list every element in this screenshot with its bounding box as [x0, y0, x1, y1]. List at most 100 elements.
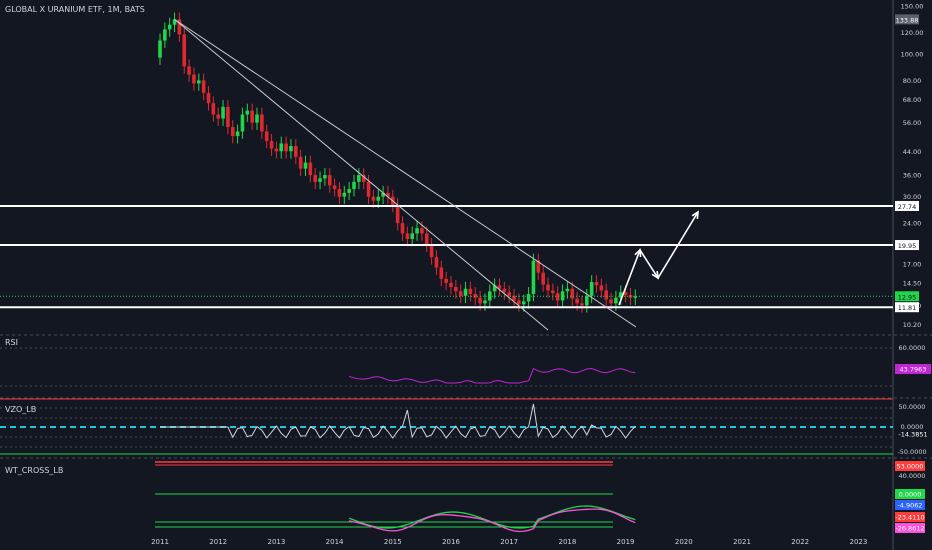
wt-value-box	[895, 461, 925, 471]
y-tick-label: 150.00	[901, 2, 924, 10]
y-tick-label: 24.00	[903, 220, 922, 228]
x-tick-label: 2012	[209, 538, 227, 546]
candle-body	[609, 299, 613, 304]
candle-body	[575, 298, 579, 304]
candle-body	[211, 103, 216, 115]
candle-body	[357, 175, 361, 182]
candle-body	[415, 228, 419, 234]
y-tick-label: 17.00	[903, 261, 922, 269]
price-label: 19.95	[898, 242, 917, 250]
rsi-tick: 60.0000	[899, 344, 926, 352]
x-tick-label: 2014	[326, 538, 344, 546]
candle-body	[458, 291, 463, 296]
candle-body	[230, 127, 235, 137]
candle-body	[216, 114, 220, 119]
candles-layer	[158, 12, 638, 313]
candle-body	[158, 40, 162, 58]
candle-body	[454, 287, 458, 292]
candle-body	[352, 181, 356, 190]
price-label: 12.95	[898, 293, 917, 301]
y-tick-label: 30.00	[903, 193, 922, 201]
x-tick-label: 2023	[849, 538, 867, 546]
y-tick-label: 44.00	[903, 148, 922, 156]
candle-body	[361, 175, 366, 182]
candle-body	[434, 257, 439, 268]
candle-body	[235, 131, 240, 137]
candle-body	[187, 66, 191, 75]
candle-body	[429, 244, 434, 258]
rsi-value-box	[895, 364, 931, 374]
wt-value-box	[895, 512, 925, 522]
candle-body	[318, 178, 322, 182]
candle-body	[347, 189, 351, 193]
candle-body	[594, 282, 599, 286]
vzo-value: -14.3851	[898, 431, 927, 439]
wt-value: 0.0000	[899, 491, 922, 499]
wt-value: -26.8612	[895, 525, 924, 533]
candle-body	[284, 143, 288, 152]
projection-arrowhead	[691, 210, 699, 220]
vzo-label: VZO_LB	[5, 405, 37, 414]
candle-body	[303, 162, 308, 169]
candle-body	[371, 196, 376, 201]
x-tick-label: 2016	[442, 538, 460, 546]
x-tick-label: 2017	[500, 538, 518, 546]
y-tick-label: 36.00	[903, 172, 922, 180]
rsi-line	[349, 367, 636, 384]
vzo-tick: 0.0000	[901, 423, 924, 431]
price-label-box	[895, 14, 919, 25]
candle-body	[289, 146, 293, 152]
y-tick-label: 120.00	[901, 29, 924, 37]
candle-body	[570, 288, 575, 299]
candle-body	[502, 288, 507, 293]
price-label: 11.81	[898, 304, 917, 312]
vzo-tick: 50.0000	[899, 403, 926, 411]
rsi-label: RSI	[5, 338, 18, 347]
candle-body	[274, 148, 279, 152]
wt-value: -4.9062	[897, 502, 922, 510]
candle-body	[182, 34, 187, 67]
candle-body	[565, 288, 570, 292]
indicators-layer	[160, 367, 636, 533]
wt2-line	[349, 508, 636, 533]
candle-body	[381, 192, 385, 197]
candle-body	[521, 301, 526, 305]
x-tick-label: 2020	[675, 538, 693, 546]
x-tick-label: 2013	[267, 538, 285, 546]
candle-body	[255, 114, 259, 123]
candle-body	[507, 292, 511, 296]
x-tick-label: 2015	[384, 538, 402, 546]
price-label-box	[895, 200, 919, 211]
y-tick-label: 56.00	[903, 119, 922, 127]
wt-tick: 40.0000	[899, 472, 926, 480]
projection-arrowhead	[634, 248, 642, 258]
price-label: 27.74	[898, 203, 917, 211]
vzo-line	[160, 403, 636, 439]
candle-body	[269, 140, 274, 149]
candle-body	[623, 292, 628, 295]
candle-body	[177, 19, 182, 35]
price-label: 133.88	[896, 16, 919, 24]
candle-body	[245, 110, 250, 115]
x-tick-label: 2018	[558, 538, 576, 546]
candle-body	[400, 223, 405, 234]
x-tick-label: 2022	[791, 538, 809, 546]
candle-body	[551, 290, 555, 294]
y-tick-label: 68.00	[903, 96, 922, 104]
wt-value-box	[895, 523, 925, 533]
candle-body	[260, 114, 264, 132]
candle-body	[555, 293, 560, 301]
wt-value-box	[895, 489, 925, 499]
candle-body	[424, 233, 429, 245]
candle-body	[386, 192, 390, 197]
price-label-box	[895, 302, 919, 313]
y-tick-label: 14.50	[903, 279, 922, 287]
candle-body	[512, 295, 516, 301]
candle-body	[604, 290, 608, 300]
candle-body	[172, 19, 177, 25]
y-tick-label: 10.20	[903, 321, 922, 329]
candle-body	[420, 228, 424, 234]
candle-body	[323, 175, 327, 179]
candle-body	[410, 233, 414, 239]
x-tick-label: 2011	[151, 538, 169, 546]
